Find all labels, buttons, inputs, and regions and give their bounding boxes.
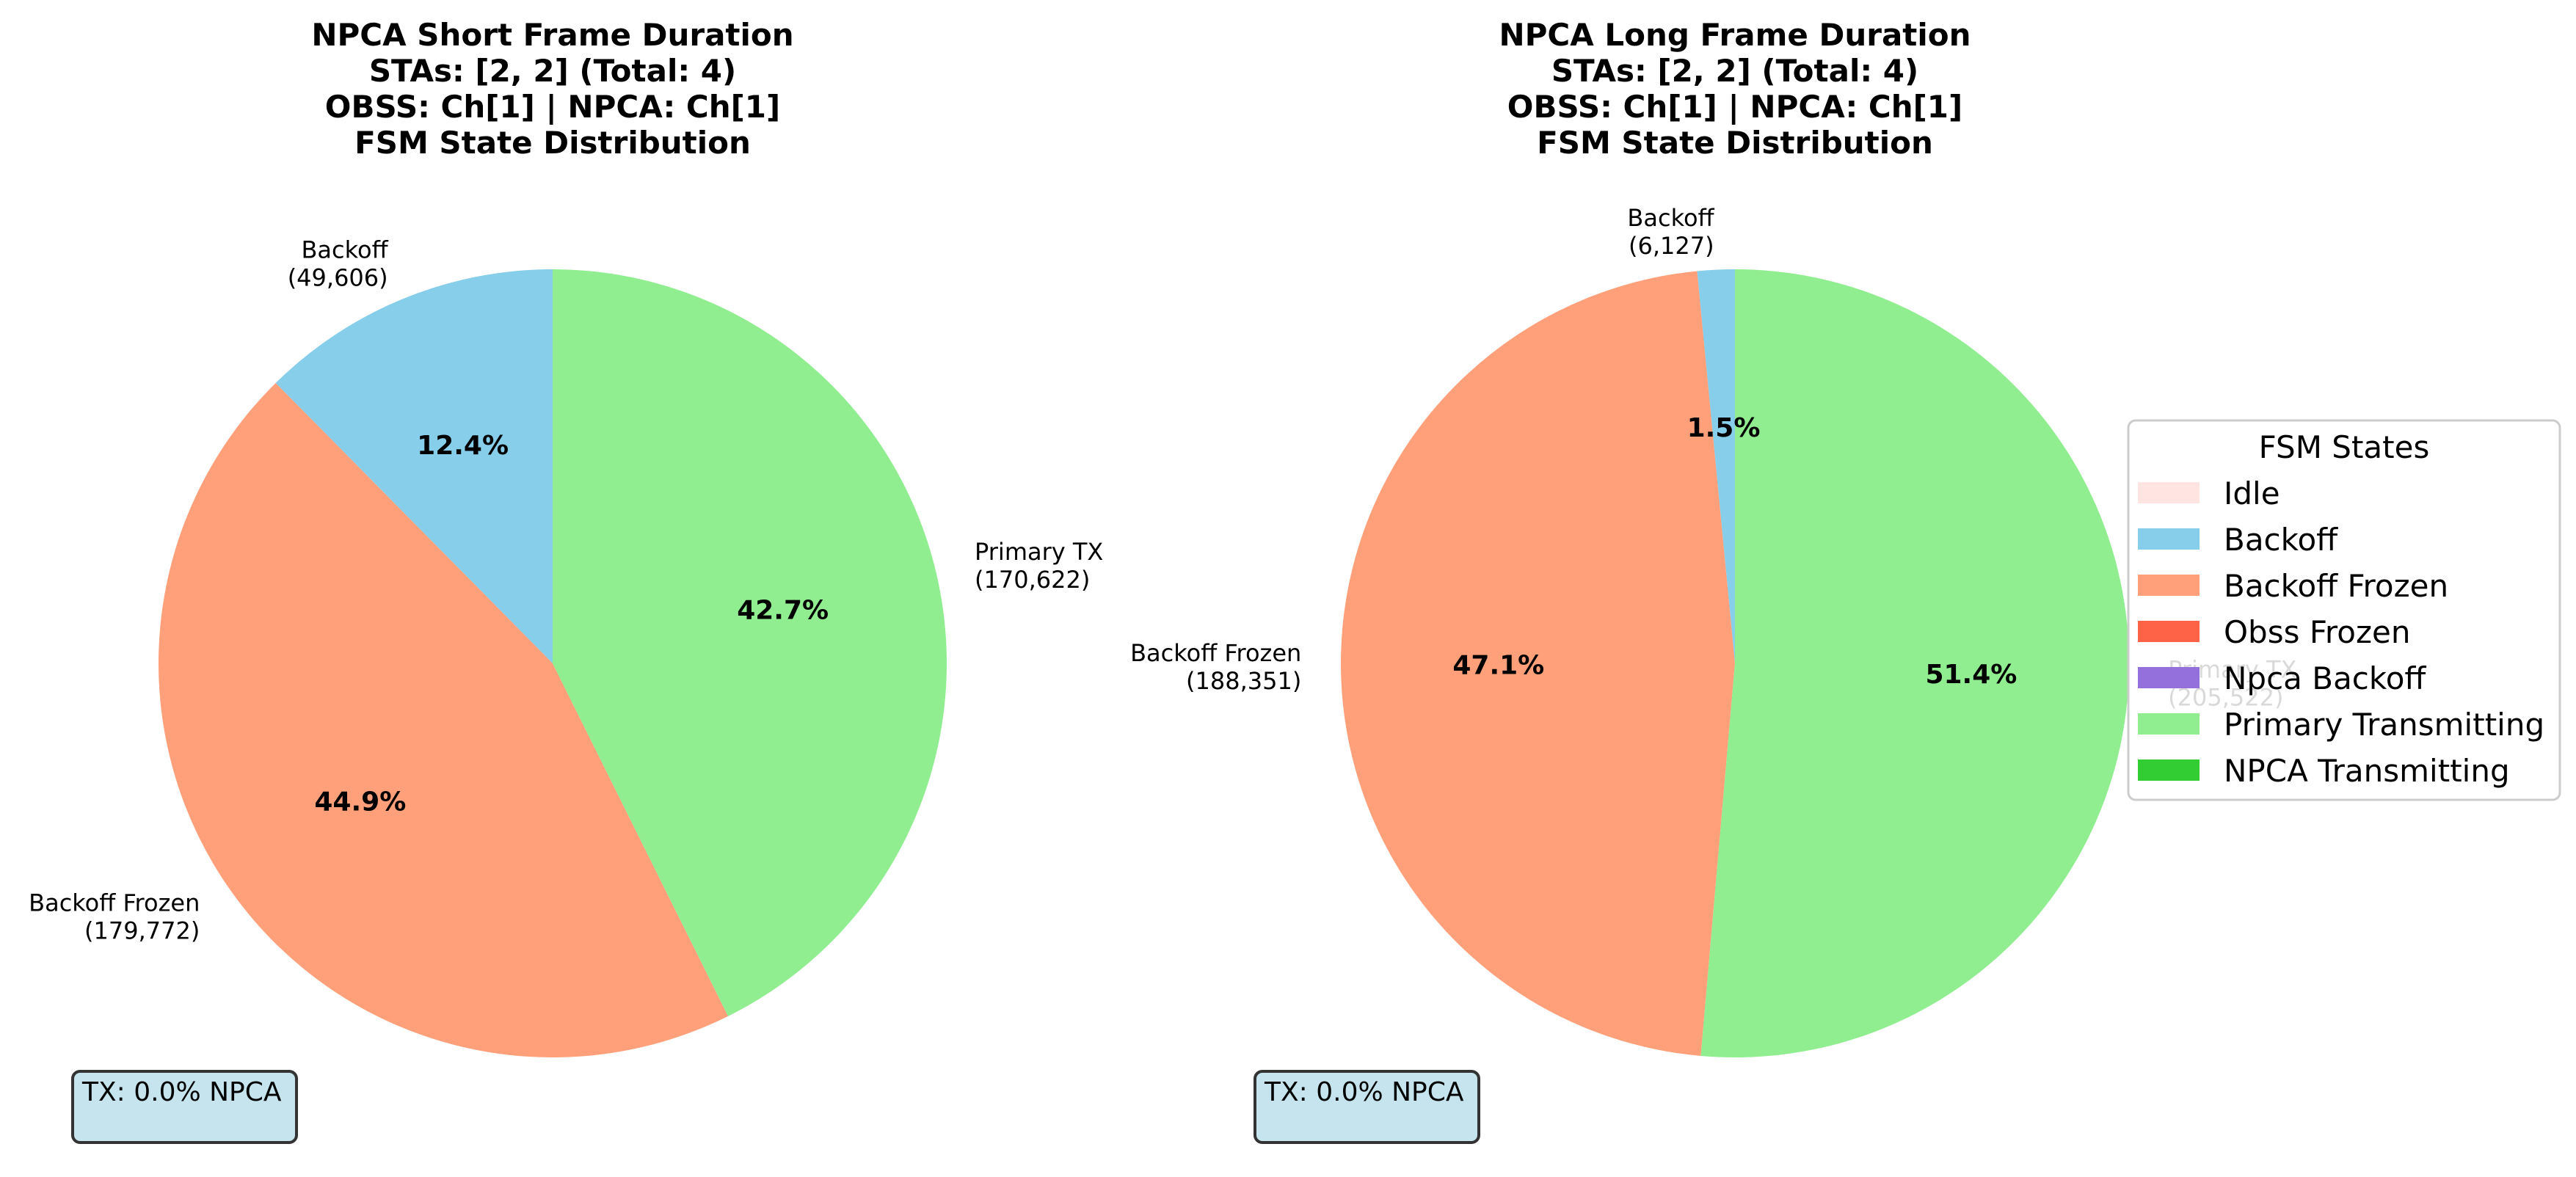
pie-slice-percent-backoff: 12.4% — [417, 431, 509, 461]
pie-slice-percent-backoff-frozen: 47.1% — [1452, 651, 1544, 681]
pie-slices — [1340, 269, 2129, 1057]
pie-slice-backoff — [275, 269, 553, 663]
legend-swatch-npca-transmitting — [2138, 759, 2200, 781]
pie-slice-percent-backoff: 1.5% — [1687, 413, 1761, 443]
pie-slice-label-backoff-frozen: Backoff Frozen — [29, 889, 200, 917]
chart-title-line-1: NPCA Long Frame Duration — [1499, 17, 1971, 53]
legend-label-npca-backoff: Npca Backoff — [2224, 660, 2426, 696]
pie-slice-label-backoff: Backoff — [1627, 204, 1714, 232]
legend-swatch-npca-backoff — [2138, 667, 2200, 688]
chart-title-line-3: OBSS: Ch[1] | NPCA: Ch[1] — [325, 89, 780, 125]
pie-slice-label-primary-tx: Primary TX — [975, 538, 1103, 566]
legend-label-backoff-frozen: Backoff Frozen — [2224, 568, 2448, 604]
legend-label-npca-transmitting: NPCA Transmitting — [2224, 753, 2510, 789]
pie-slice-count-backoff-frozen: (188,351) — [1186, 667, 1301, 695]
chart-title-line-1: NPCA Short Frame Duration — [311, 17, 793, 53]
pie-chart-short-frame: NPCA Short Frame Duration STAs: [2, 2] (… — [29, 17, 1103, 1144]
pie-slice-count-backoff: (49,606) — [288, 264, 388, 292]
legend-swatch-obss-frozen — [2138, 621, 2200, 642]
chart-title-line-4: FSM State Distribution — [1537, 125, 1933, 161]
pie-slice-label-backoff: Backoff — [301, 236, 388, 264]
legend-label-obss-frozen: Obss Frozen — [2224, 614, 2410, 650]
pie-slice-backoff — [1697, 269, 1735, 663]
pie-slice-percent-primary-tx: 51.4% — [1925, 660, 2017, 690]
npca-note-box: TX: 0.0% NPCA — [71, 1070, 298, 1144]
pie-slice-primary-tx — [553, 269, 947, 1016]
pie-slice-count-backoff: (6,127) — [1629, 232, 1714, 260]
pie-chart-long-frame: NPCA Long Frame Duration STAs: [2, 2] (T… — [1130, 17, 2296, 1144]
legend-title: FSM States — [2259, 429, 2430, 465]
legend-swatch-primary-transmitting — [2138, 713, 2200, 735]
chart-title-line-2: STAs: [2, 2] (Total: 4) — [369, 53, 736, 89]
pie-labels: 12.4%Backoff(49,606)44.9%Backoff Frozen(… — [29, 236, 1103, 945]
pie-slice-backoff-frozen — [158, 382, 729, 1058]
npca-note-text: TX: 0.0% NPCA — [1264, 1077, 1464, 1107]
pie-slices — [158, 269, 947, 1058]
legend-frame — [2127, 419, 2561, 801]
pie-slice-percent-backoff-frozen: 44.9% — [314, 787, 406, 817]
npca-note-text: TX: 0.0% NPCA — [81, 1077, 282, 1107]
chart-title-line-4: FSM State Distribution — [354, 125, 751, 161]
legend-swatch-backoff-frozen — [2138, 575, 2200, 596]
legend: FSM States Idle Backoff Backoff Frozen Obss… — [2127, 419, 2561, 801]
pie-slice-count-backoff-frozen: (179,772) — [84, 917, 200, 944]
npca-note-box: TX: 0.0% NPCA — [1254, 1070, 1480, 1144]
chart-title-line-2: STAs: [2, 2] (Total: 4) — [1551, 53, 1918, 89]
legend-items: Idle Backoff Backoff Frozen Obss Frozen Npca… — [2138, 475, 2544, 789]
pie-slice-count-primary-tx: (170,622) — [975, 566, 1090, 594]
legend-swatch-backoff — [2138, 528, 2200, 550]
legend-label-idle: Idle — [2224, 475, 2280, 511]
pie-slice-primary-tx — [1700, 269, 2129, 1057]
pie-slice-backoff-frozen — [1340, 271, 1735, 1056]
legend-label-primary-transmitting: Primary Transmitting — [2224, 707, 2544, 743]
chart-title-line-3: OBSS: Ch[1] | NPCA: Ch[1] — [1507, 89, 1962, 125]
legend-label-backoff: Backoff — [2224, 522, 2338, 558]
legend-swatch-idle — [2138, 482, 2200, 503]
pie-slice-label-backoff-frozen: Backoff Frozen — [1130, 639, 1301, 667]
pie-slice-percent-primary-tx: 42.7% — [737, 595, 829, 625]
